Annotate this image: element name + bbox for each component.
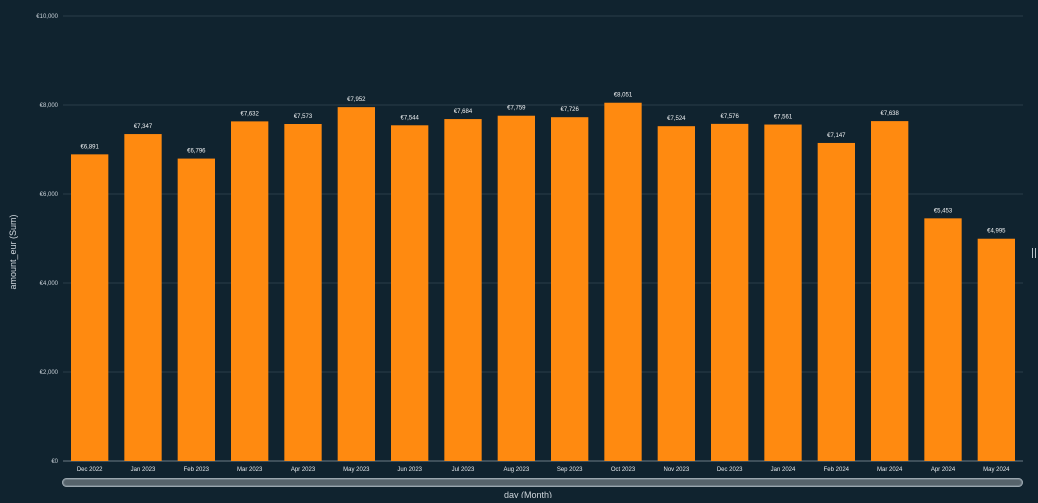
x-tick-label: Dec 2023 xyxy=(717,467,743,473)
bar[interactable] xyxy=(604,102,642,461)
x-axis: Dec 2022 Jan 2023 Feb 2023 Mar 2023 Apr 2023… xyxy=(77,467,1010,473)
bar-value-label: €6,796 xyxy=(187,149,206,155)
x-tick-label: Jan 2023 xyxy=(131,467,156,473)
data-labels: €6,891 €7,347 €6,796 €7,632 €7,573 €7,952 €7,5… xyxy=(80,93,1006,235)
bar-value-label: €5,453 xyxy=(934,208,953,214)
gridlines xyxy=(63,15,1023,462)
bar[interactable] xyxy=(124,134,162,461)
x-axis-title: day (Month) xyxy=(504,490,552,498)
bar[interactable] xyxy=(337,107,375,462)
x-tick-label: Mar 2023 xyxy=(237,467,263,473)
bar-value-label: €6,891 xyxy=(80,144,99,150)
bar-value-label: €7,576 xyxy=(720,114,739,120)
bar-value-label: €7,952 xyxy=(347,97,366,103)
bar-value-label: €7,638 xyxy=(880,111,899,117)
y-axis: €0 €2,000 €4,000 €6,000 €8,000 €10,000 xyxy=(36,14,58,465)
bar-value-label: €7,632 xyxy=(240,111,259,117)
bar-value-label: €7,347 xyxy=(134,124,153,130)
y-tick-label: €4,000 xyxy=(40,281,59,287)
y-tick-label: €10,000 xyxy=(36,14,58,20)
x-tick-label: Aug 2023 xyxy=(503,467,529,473)
x-tick-label: Oct 2023 xyxy=(611,467,636,473)
x-tick-label: Jan 2024 xyxy=(771,467,796,473)
bar[interactable] xyxy=(871,121,909,461)
x-tick-label: May 2023 xyxy=(343,467,370,473)
bar[interactable] xyxy=(284,124,322,462)
bar[interactable] xyxy=(497,115,535,462)
bar[interactable] xyxy=(177,158,215,461)
x-tick-label: Apr 2023 xyxy=(291,467,316,473)
bar-value-label: €7,524 xyxy=(667,116,686,122)
x-tick-label: Apr 2024 xyxy=(931,467,956,473)
bar-value-label: €7,684 xyxy=(454,109,473,115)
bar-value-label: €7,544 xyxy=(400,115,419,121)
bar-value-label: €7,147 xyxy=(827,133,846,139)
scrollbar-thumb[interactable] xyxy=(64,480,1021,485)
bar-value-label: €7,759 xyxy=(507,106,526,112)
bar-value-label: €8,051 xyxy=(614,93,633,99)
x-tick-label: Feb 2023 xyxy=(184,467,210,473)
x-tick-label: Nov 2023 xyxy=(663,467,689,473)
bar-value-label: €4,995 xyxy=(987,229,1006,235)
bar[interactable] xyxy=(977,238,1015,461)
bar[interactable] xyxy=(817,142,855,461)
y-axis-title: amount_eur (Sum) xyxy=(8,214,18,289)
bar[interactable] xyxy=(924,218,962,461)
bar[interactable] xyxy=(444,119,482,461)
bar[interactable] xyxy=(711,123,749,462)
x-tick-label: May 2024 xyxy=(983,467,1010,473)
x-tick-label: Feb 2024 xyxy=(824,467,850,473)
bar-value-label: €7,573 xyxy=(294,114,313,120)
bars xyxy=(71,102,1015,462)
bar-value-label: €7,726 xyxy=(560,107,579,113)
bar[interactable] xyxy=(657,126,695,461)
y-tick-label: €6,000 xyxy=(40,192,59,198)
bar[interactable] xyxy=(391,125,429,462)
x-tick-label: Dec 2022 xyxy=(77,467,103,473)
resize-handle[interactable] xyxy=(1032,248,1036,258)
chart-scrollbar[interactable] xyxy=(62,478,1023,487)
bar[interactable] xyxy=(764,124,802,462)
y-tick-label: €8,000 xyxy=(40,103,59,109)
y-tick-label: €0 xyxy=(51,459,58,465)
bar[interactable] xyxy=(71,154,109,461)
x-tick-label: Jun 2023 xyxy=(397,467,422,473)
y-tick-label: €2,000 xyxy=(40,370,59,376)
x-tick-label: Sep 2023 xyxy=(557,467,583,473)
bar[interactable] xyxy=(231,121,269,461)
bar-value-label: €7,561 xyxy=(774,115,793,121)
x-tick-label: Jul 2023 xyxy=(452,467,475,473)
x-tick-label: Mar 2024 xyxy=(877,467,903,473)
bar[interactable] xyxy=(551,117,589,462)
